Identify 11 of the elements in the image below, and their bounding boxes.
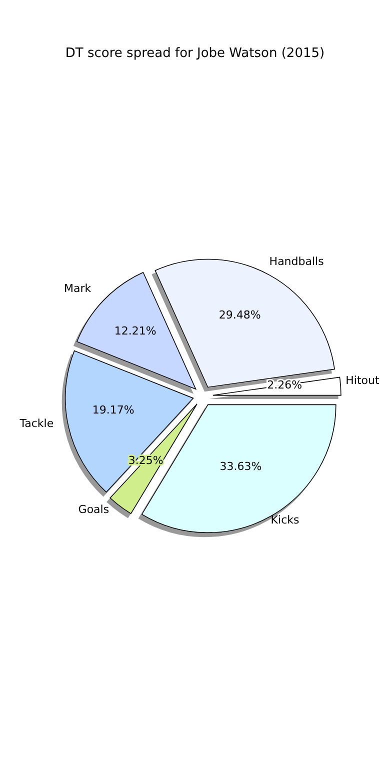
slice-label: Tackle xyxy=(18,417,54,430)
data-label: 29.48% xyxy=(218,308,261,322)
slice-label: Handballs xyxy=(269,254,324,268)
data-label: 19.17% xyxy=(92,404,134,417)
slice-label: Goals xyxy=(78,502,110,516)
slice-label: Hitout xyxy=(346,374,380,387)
slice-label: Kicks xyxy=(270,513,300,526)
data-label: 12.21% xyxy=(114,324,156,338)
data-label: 33.63% xyxy=(220,460,262,474)
chart-title: DT score spread for Jobe Watson (2015) xyxy=(64,46,326,61)
slice-label: Mark xyxy=(64,282,92,296)
